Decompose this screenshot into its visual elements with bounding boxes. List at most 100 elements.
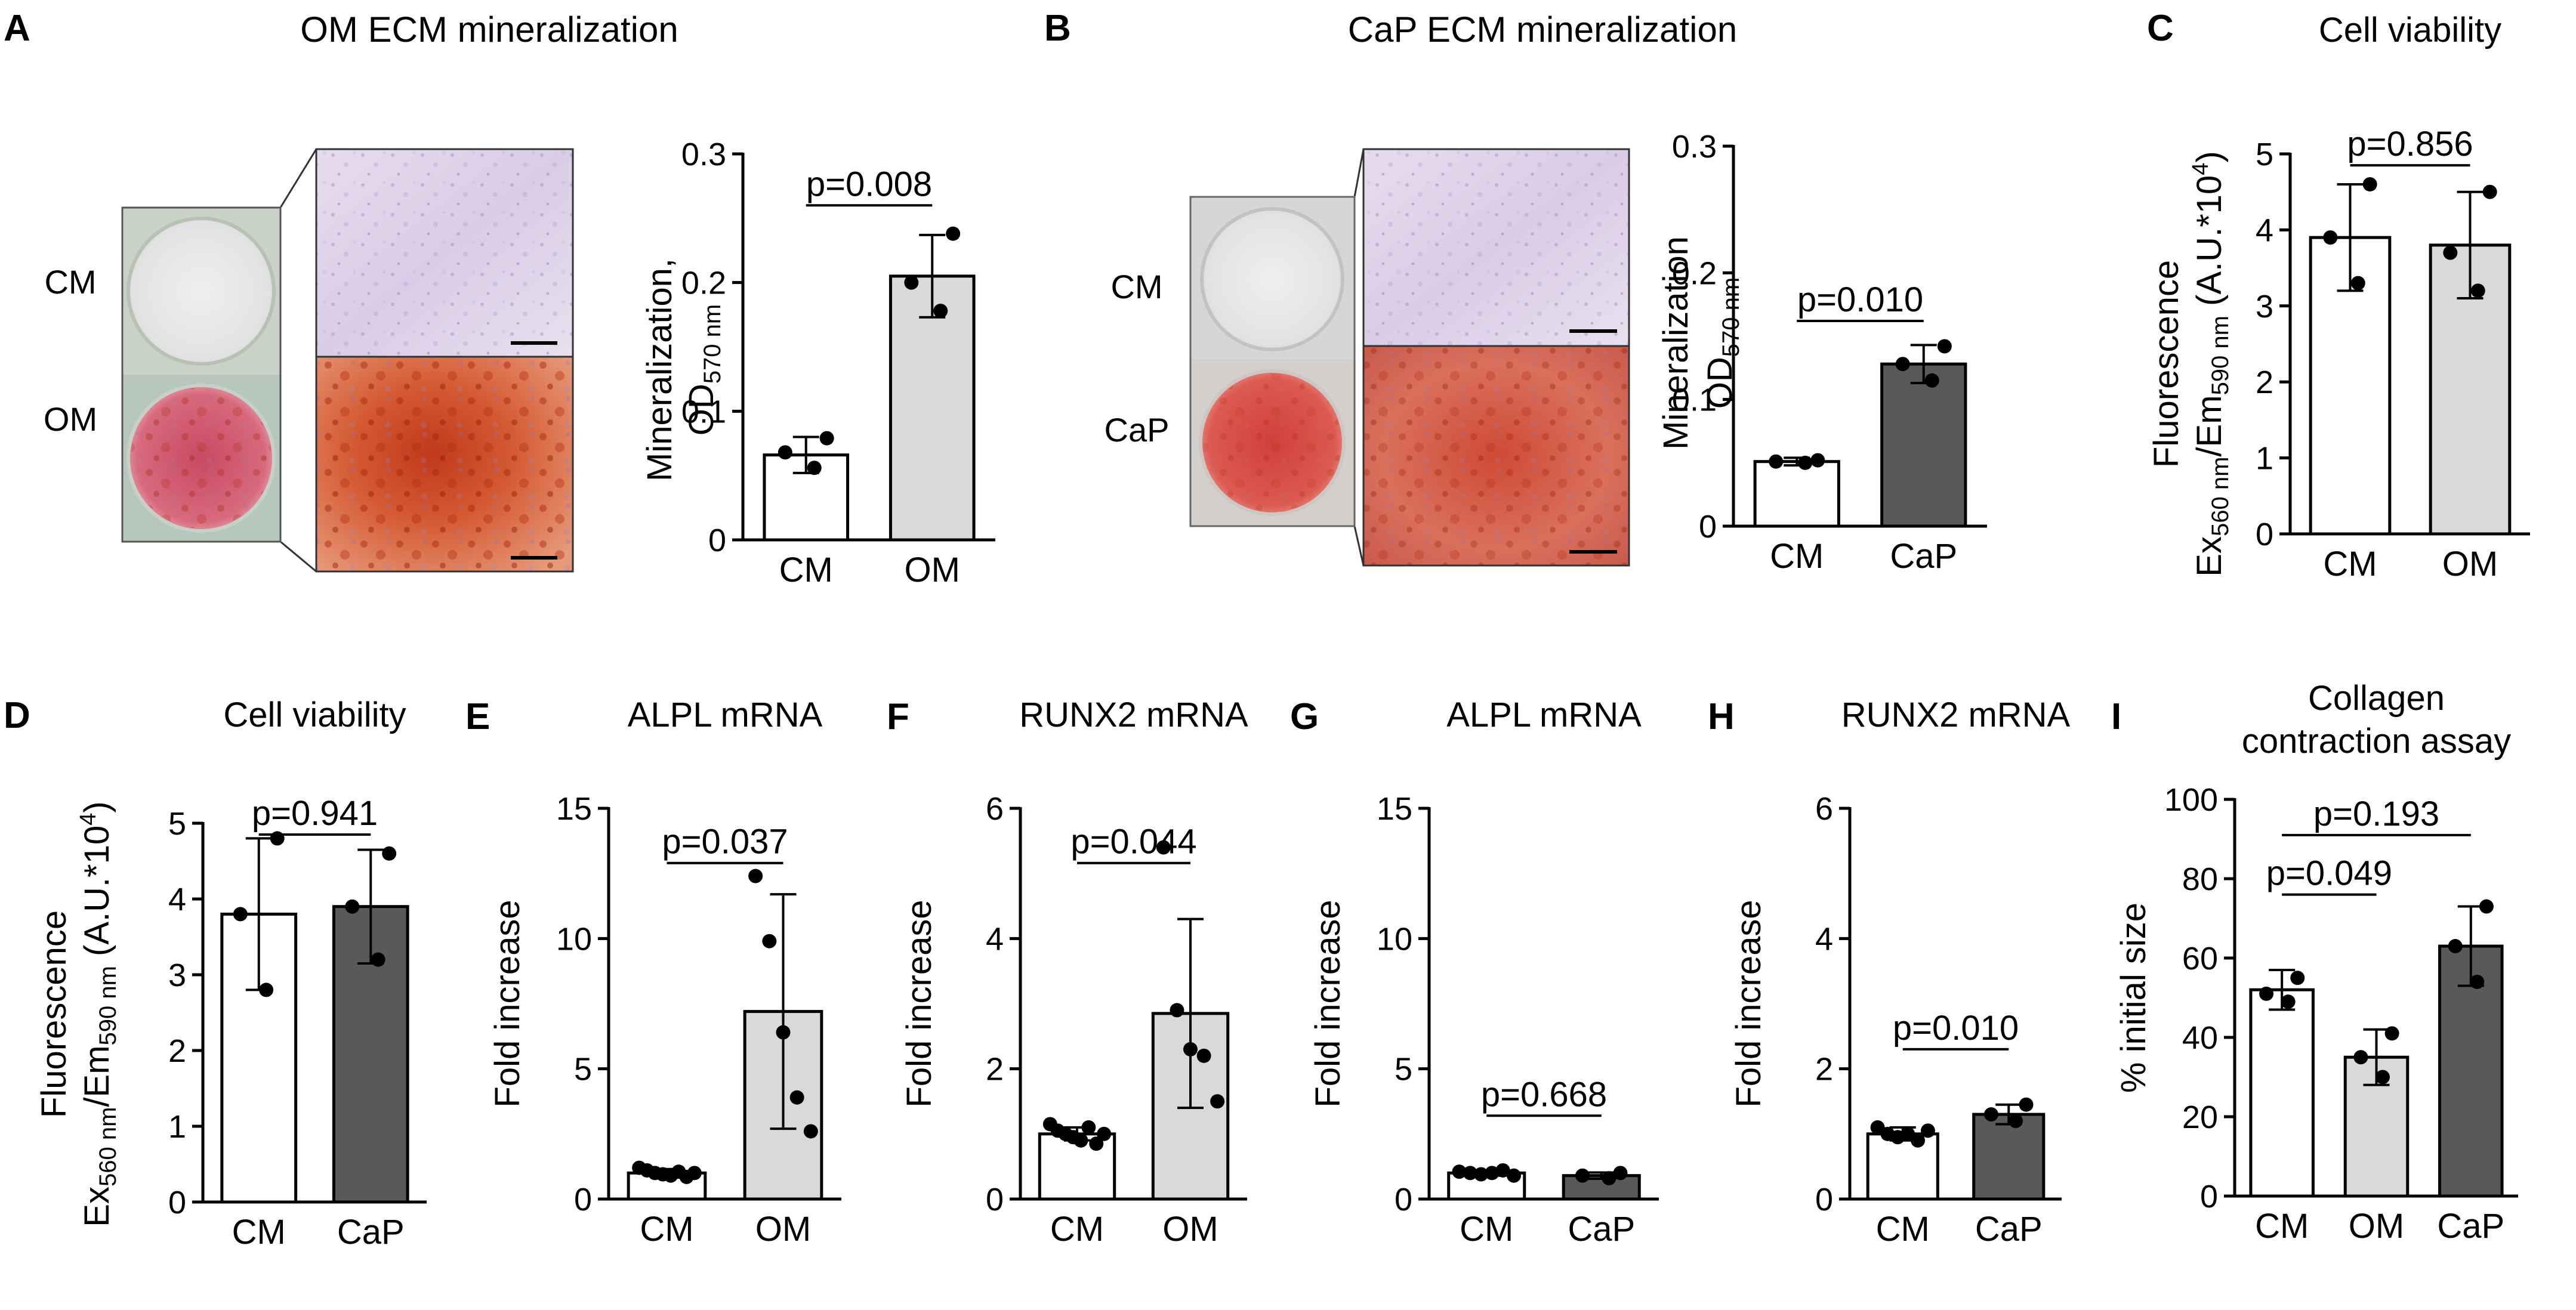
chart-d-data-point-cm [270,831,285,846]
chart-h-y-tick-label: 2 [1815,1052,1833,1087]
panel-b-row-label-cm: CM [1110,268,1162,305]
panel-b-ylabel-sub: 570 nm [1718,277,1744,357]
panel-b: B CaP ECM mineralization CM CaP [1044,8,1737,567]
chart-b-y-tick-label: 0.3 [1672,129,1717,165]
panel-a-ylabel-sub: 570 nm [699,304,726,384]
chart-d-data-point-cap [371,952,385,967]
chart-h-bar-cm [1866,1132,1939,1201]
chart-i-bar-cm [2249,988,2315,1198]
chart-c-data-point-om [2470,283,2485,298]
chart-h-data-point-cm [1920,1123,1935,1138]
chart-f-y-tick-label: 0 [986,1182,1004,1218]
panel-b-micrograph-cm [1363,149,1629,346]
chart-e-y-axis-label: Fold increase [488,900,527,1107]
chart-c-y-tick-label: 4 [2256,212,2273,248]
chart-i-data-point-cap [2479,899,2494,914]
chart-h-p-value-1: p=0.010 [1893,1009,2019,1048]
chart-c-y-tick-label: 2 [2256,364,2273,400]
panel-c-ylabel-line1: Fluorescence [2147,260,2186,468]
chart-a-bar-om [889,274,976,542]
chart-e-x-tick-label-om: OM [755,1210,811,1249]
chart-d-y-tick-label: 2 [168,1033,186,1069]
chart-g-y-tick-label: 0 [1395,1182,1412,1218]
chart-h: RUNX2 mRNA Fold increase 0 2 4 6 CM CaP p=0.010 [1729,696,2071,1249]
chart-h-y-tick-label: 0 [1815,1182,1833,1218]
chart-c-y-tick-label: 1 [2256,441,2273,477]
svg-text:Ex560 nm/Em590 nm (A.U.*104): Ex560 nm/Em590 nm (A.U.*104) [2188,151,2233,576]
chart-h-x-tick-label-cap: CaP [1975,1210,2043,1249]
chart-c-x-tick-label-om: OM [2442,545,2498,583]
chart-h-data-point-cap [2019,1097,2034,1112]
chart-h-title: RUNX2 mRNA [1841,696,2071,734]
chart-b-data-point-cm [1798,455,1813,470]
chart-i-y-tick-label: 20 [2182,1099,2218,1135]
panel-d-ylabel-au: (A.U.*10 [78,826,116,966]
svg-text:Fluorescence: Fluorescence [35,910,73,1118]
panel-c-y-axis-label: Fluorescence Ex560 nm/Em590 nm (A.U.*104… [2147,151,2233,576]
panel-b-micrograph-cap [1363,346,1629,566]
chart-i-y-tick-label: 100 [2164,782,2218,818]
chart-i-title-line-2: contraction assay [2242,722,2511,761]
svg-text:Mineralization,: Mineralization, [640,258,679,481]
chart-g-data-point-cap [1602,1171,1616,1186]
chart-c-data-point-om [2443,245,2458,260]
chart-g: ALPL mRNA Fold increase 0 5 10 15 CM CaP p=0.668 [1309,696,1659,1249]
panel-c-ylabel-au-close: ) [2190,151,2229,162]
chart-b-bar-cap [1880,362,1967,528]
panel-b-well-cap [1190,359,1355,526]
chart-d-p-value-1: p=0.941 [252,794,378,833]
chart-b-data-point-cm [1810,453,1825,468]
chart-i-y-tick-label: 60 [2182,941,2218,977]
chart-i-data-point-cm [2290,971,2305,985]
chart-f-data-point-cm [1081,1120,1096,1135]
panel-d-y-axis-label: Fluorescence Ex560 nm/Em590 nm (A.U.*104… [35,801,121,1226]
chart-d-y-tick-label: 0 [168,1185,186,1221]
chart-a-data-point-cm [819,431,834,446]
chart-g-data-point-cap [1613,1166,1628,1181]
panel-d-ylabel-ex-sub: 560 nm [95,1107,121,1187]
chart-f-data-point-om [1196,1048,1211,1063]
chart-i-p-value-1: p=0.049 [2266,854,2392,893]
chart-e-x-tick-label-cm: CM [640,1210,693,1249]
chart-a-data-point-om [933,304,948,319]
chart-g-data-point-cm [1463,1166,1477,1181]
chart-i-y-tick-label: 40 [2182,1020,2218,1056]
chart-d-x-tick-label-cm: CM [232,1213,286,1252]
panel-d-ylabel-au-close: ) [78,801,116,812]
bar-charts: 0 0.1 0.2 0.3 CM OM p=0.008 0 0.1 0.2 0.3 CM CaP p=0.… [168,11,2530,1252]
panel-letter-i: I [2111,696,2121,737]
chart-e-y-tick-label: 10 [556,921,592,957]
panel-c-ylabel-ex-sub: 560 nm [2207,457,2233,536]
panel-a-well-cm [122,208,280,375]
chart-c-title: Cell viability [2319,11,2501,50]
panel-c-ylabel-au: (A.U.*10 [2190,175,2229,316]
panel-d-ylabel-au-sup: 4 [76,813,101,826]
chart-f-data-point-om [1210,1094,1225,1109]
chart-g-y-tick-label: 5 [1395,1052,1412,1087]
panel-a-well-om [122,375,280,542]
panel-letter-g: G [1290,696,1319,737]
chart-a-x-tick-label-cm: CM [779,551,833,589]
chart-f-y-tick-label: 4 [986,921,1004,957]
panel-b-ylabel-main: Mineralization [1656,236,1695,450]
chart-g-data-point-cm [1452,1164,1467,1179]
chart-h-data-point-cap [2008,1114,2023,1128]
chart-f-data-point-cm [1097,1126,1112,1141]
chart-c-y-tick-label: 3 [2256,289,2273,325]
chart-a-y-tick-label: 0.3 [681,137,726,172]
chart-f-y-tick-label: 2 [986,1052,1004,1087]
chart-a-data-point-cm [778,445,792,460]
chart-b-data-point-cap [1937,339,1952,354]
chart-g-p-value-1: p=0.668 [1481,1075,1607,1114]
chart-d-y-tick-label: 1 [168,1109,186,1145]
panel-c-ylabel-em: /Em [2190,395,2229,456]
chart-c-data-point-cm [2362,177,2377,191]
chart-b-data-point-cm [1769,454,1784,469]
chart-e-data-point-om [748,869,763,883]
chart-h-bar-cap [1972,1113,2046,1201]
panel-letter-f: F [887,696,909,737]
chart-d-data-point-cap [345,899,360,914]
panel-a-title: OM ECM mineralization [300,10,678,50]
chart-c-x-tick-label-cm: CM [2323,545,2377,583]
